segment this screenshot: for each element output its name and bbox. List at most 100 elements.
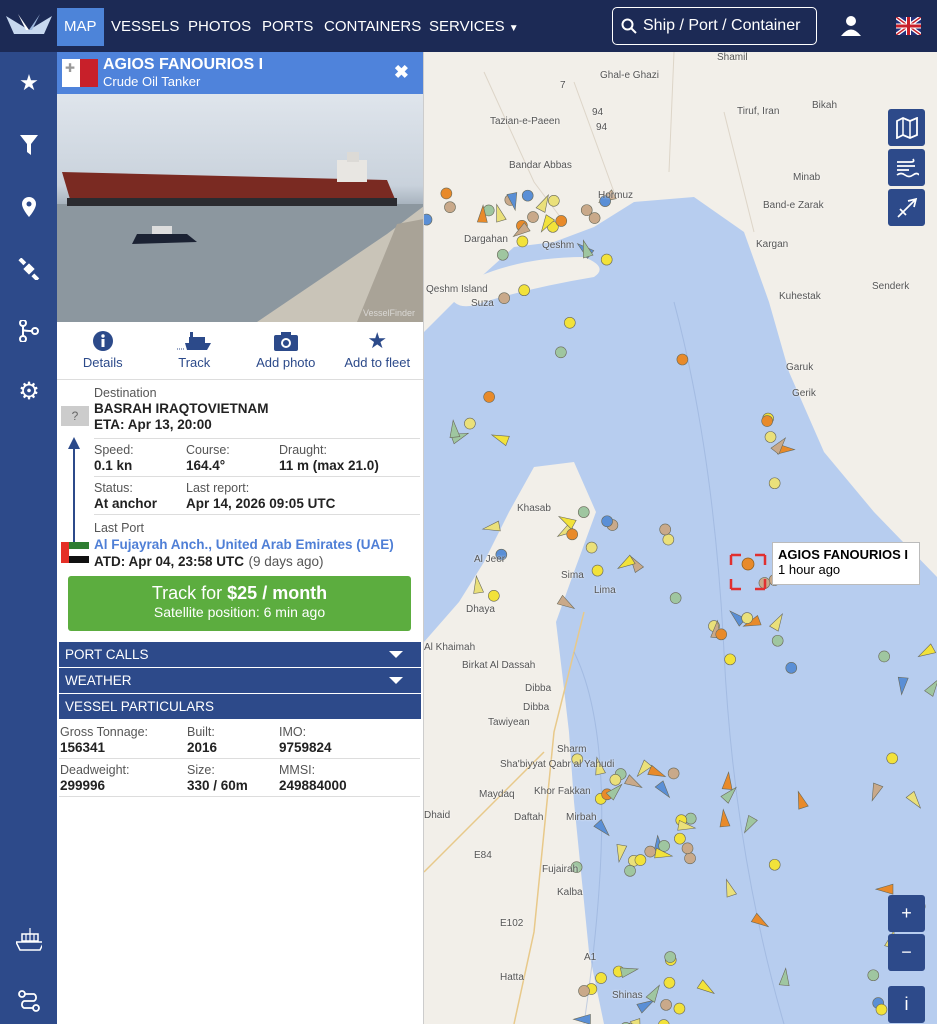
vessel-marker[interactable] xyxy=(476,204,488,223)
vessel-marker[interactable] xyxy=(580,204,593,216)
vessel-marker[interactable] xyxy=(660,999,672,1011)
vessel-marker[interactable] xyxy=(636,759,653,778)
vessel-marker[interactable] xyxy=(684,852,696,865)
vessel-marker[interactable] xyxy=(624,774,643,788)
vessel-marker[interactable] xyxy=(720,786,737,804)
vessel-marker[interactable] xyxy=(897,676,909,696)
vessel-marker[interactable] xyxy=(518,284,530,297)
vessel-marker[interactable] xyxy=(905,790,922,809)
vessel-marker[interactable] xyxy=(761,415,773,427)
vessel-marker[interactable] xyxy=(719,808,731,828)
vessel-marker[interactable] xyxy=(599,195,611,207)
vessel-marker[interactable] xyxy=(595,972,607,984)
vessel-marker[interactable] xyxy=(797,790,809,810)
vessel-marker[interactable] xyxy=(636,999,656,1014)
user-icon[interactable] xyxy=(840,15,862,37)
vessel-marker[interactable] xyxy=(729,610,747,627)
vessel-marker[interactable] xyxy=(886,752,898,765)
satellite-icon[interactable] xyxy=(16,256,42,282)
vessel-marker[interactable] xyxy=(572,1013,591,1024)
vessel-marker[interactable] xyxy=(721,771,733,790)
vessel-marker[interactable] xyxy=(654,847,674,859)
vessel-marker[interactable] xyxy=(764,431,777,443)
vessel-marker[interactable] xyxy=(875,1003,888,1016)
vessel-marker[interactable] xyxy=(696,979,715,995)
port-calls-section[interactable]: PORT CALLS xyxy=(59,642,421,667)
vessel-marker[interactable] xyxy=(593,819,610,837)
vessel-marker[interactable] xyxy=(878,650,890,663)
vessel-marker[interactable] xyxy=(570,861,583,873)
vessel-marker[interactable] xyxy=(769,613,783,632)
map-info-button[interactable]: i xyxy=(888,986,925,1023)
vessel-marker[interactable] xyxy=(585,541,598,554)
vessel-photo[interactable]: VesselFinder xyxy=(57,94,423,322)
vessel-marker[interactable] xyxy=(715,628,728,641)
vessel-marker[interactable] xyxy=(768,858,781,871)
vessel-marker[interactable] xyxy=(591,564,604,577)
nav-map[interactable]: MAP xyxy=(57,8,104,46)
nav-services[interactable]: SERVICES ▼ xyxy=(422,8,526,46)
vessel-marker[interactable] xyxy=(645,984,660,1003)
vessel-marker[interactable] xyxy=(917,643,937,658)
filter-icon[interactable] xyxy=(16,132,42,158)
vessel-marker[interactable] xyxy=(473,574,484,594)
map-layers-button[interactable] xyxy=(888,109,925,146)
vessel-marker[interactable] xyxy=(647,764,667,778)
vessel-marker[interactable] xyxy=(577,506,590,518)
vessel-marker[interactable] xyxy=(609,774,622,786)
vessel-marker[interactable] xyxy=(583,239,594,259)
star-icon[interactable]: ★ xyxy=(19,70,39,95)
vessel-marker[interactable] xyxy=(654,780,671,799)
vessel-marker[interactable] xyxy=(424,213,433,226)
vessel-marker[interactable] xyxy=(744,814,758,834)
vessel-marker[interactable] xyxy=(488,590,500,602)
vessel-marker[interactable] xyxy=(676,353,689,366)
vessel-marker[interactable] xyxy=(483,391,495,403)
vessel-marker[interactable] xyxy=(616,844,628,864)
vessel-marker[interactable] xyxy=(449,419,461,439)
vessel-marker[interactable] xyxy=(669,592,682,604)
vessel-marker[interactable] xyxy=(566,528,579,541)
vessel-marker[interactable] xyxy=(563,316,576,329)
vessel-marker[interactable] xyxy=(726,878,737,898)
vessel-marker[interactable] xyxy=(874,883,894,895)
selected-vessel-marker[interactable] xyxy=(729,553,767,591)
vessel-marker[interactable] xyxy=(674,832,686,845)
search-input[interactable]: Ship / Port / Container xyxy=(612,7,817,45)
location-pin-icon[interactable] xyxy=(16,194,42,220)
nav-ports[interactable]: PORTS xyxy=(262,18,314,35)
vessel-particulars-section[interactable]: VESSEL PARTICULARS xyxy=(59,694,421,719)
vessel-marker[interactable] xyxy=(600,253,613,266)
vessel-marker[interactable] xyxy=(527,211,539,223)
vessel-marker[interactable] xyxy=(768,477,781,490)
vessel-marker[interactable] xyxy=(673,1002,686,1015)
vessel-marker[interactable] xyxy=(681,842,694,855)
vessel-marker[interactable] xyxy=(540,214,556,233)
vessel-marker[interactable] xyxy=(871,782,884,802)
vessel-tooltip[interactable]: AGIOS FANOURIOS I 1 hour ago xyxy=(772,542,920,585)
add-photo-button[interactable]: Add photo xyxy=(240,322,332,379)
vessel-marker[interactable] xyxy=(440,187,453,200)
vessel-marker[interactable] xyxy=(624,865,636,877)
zoom-out-button[interactable]: − xyxy=(888,934,925,971)
vessel-marker[interactable] xyxy=(605,783,623,801)
vessel-marker[interactable] xyxy=(619,967,640,979)
details-button[interactable]: Details xyxy=(57,322,149,379)
zoom-in-button[interactable]: + xyxy=(888,895,925,932)
measure-distance-button[interactable] xyxy=(888,189,925,226)
vessel-marker[interactable] xyxy=(867,969,880,982)
vessel-marker[interactable] xyxy=(663,976,676,989)
vessel-marker[interactable] xyxy=(496,203,507,223)
track-subscription-button[interactable]: Track for $25 / month Satellite position… xyxy=(68,576,411,631)
vessel-marker[interactable] xyxy=(557,515,577,530)
vessel-marker[interactable] xyxy=(778,967,790,986)
vessel-marker[interactable] xyxy=(629,1018,641,1024)
path-icon[interactable] xyxy=(16,988,42,1014)
vessel-marker[interactable] xyxy=(444,201,456,213)
vessel-marker[interactable] xyxy=(617,554,636,569)
weather-section[interactable]: WEATHER xyxy=(59,668,421,693)
nav-containers[interactable]: CONTAINERS xyxy=(324,18,422,35)
vessel-marker[interactable] xyxy=(662,533,675,546)
vessel-marker[interactable] xyxy=(771,634,784,647)
uk-flag-icon[interactable] xyxy=(896,17,921,35)
